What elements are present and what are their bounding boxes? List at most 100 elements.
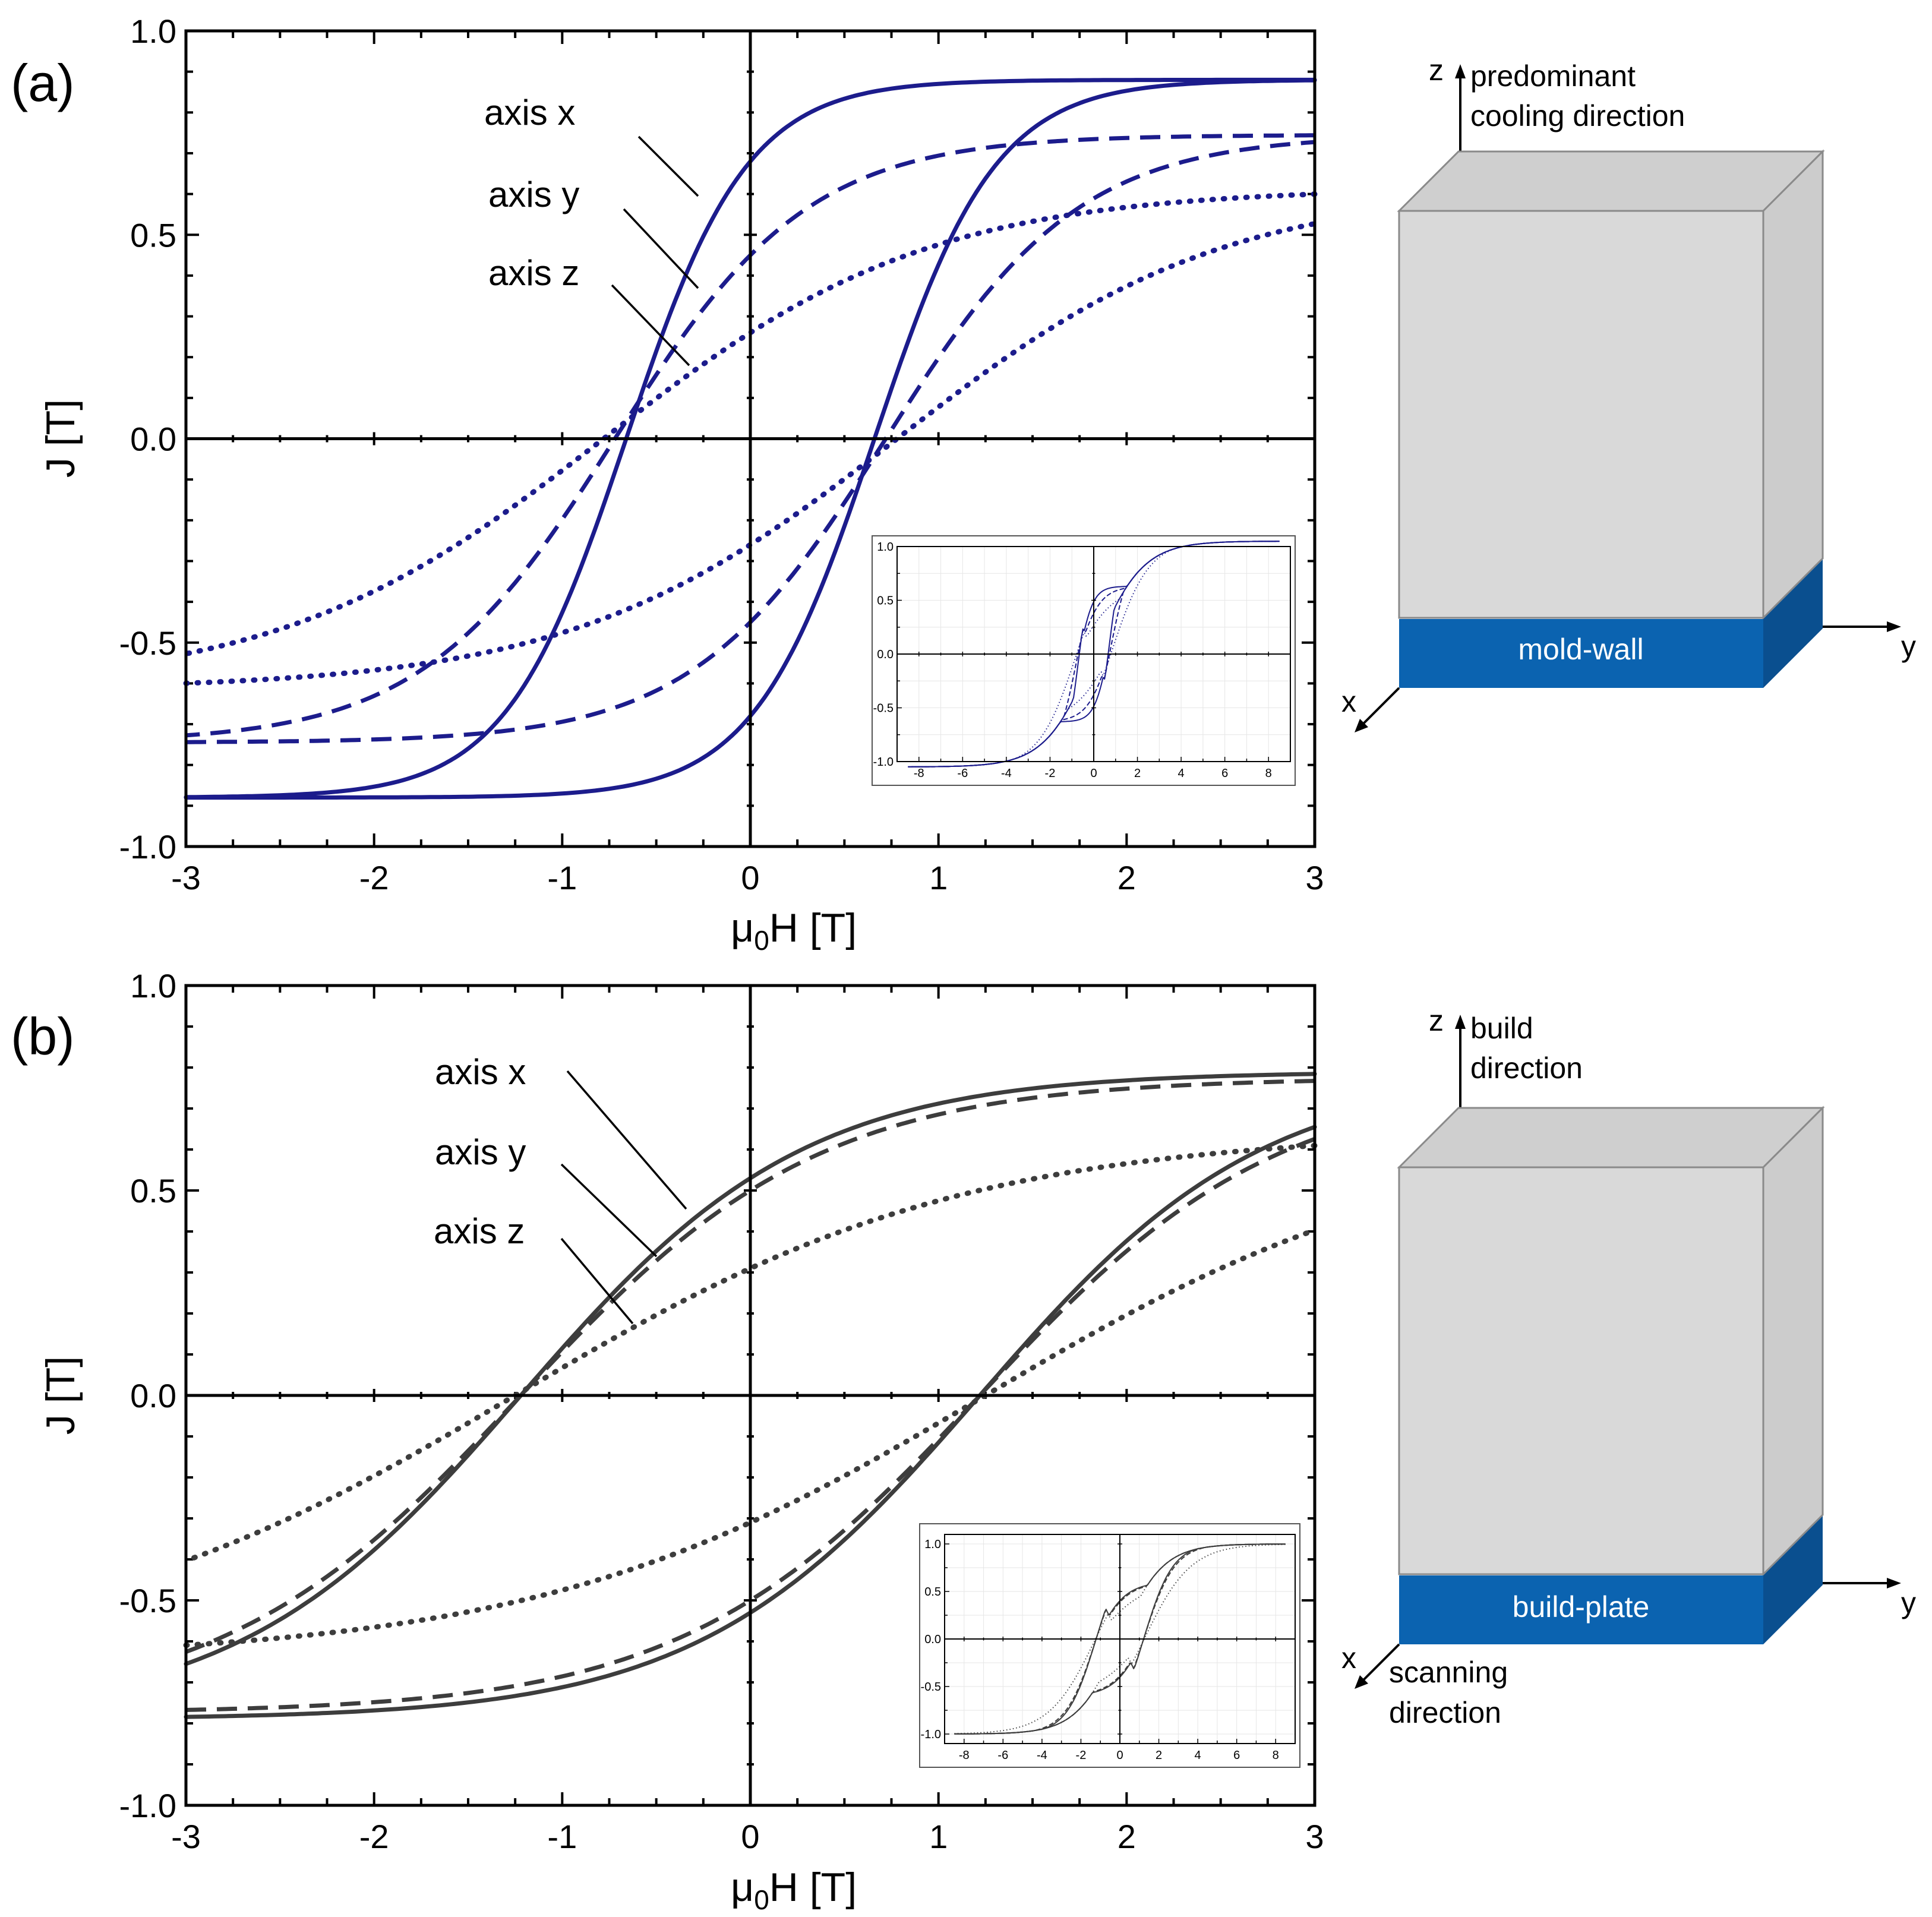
block-front-a xyxy=(1398,210,1764,619)
inset-series-axis-y-ascending xyxy=(954,1543,1286,1735)
x-label-b: x xyxy=(1341,1641,1356,1675)
schematic-b: z build direction build-plate y x scanni… xyxy=(1341,1004,1916,1729)
annot-axis-x-a: axis x xyxy=(484,93,575,132)
inset-y-tick-label: 0.5 xyxy=(924,1586,941,1599)
y-tick-label: 0.0 xyxy=(130,1377,176,1414)
y-tick-label: -1.0 xyxy=(119,828,177,866)
annot-axis-x-b: axis x xyxy=(435,1052,526,1092)
plate-side-b xyxy=(1763,1516,1823,1644)
inset-b-frame xyxy=(919,1523,1300,1768)
panel-a-tick-labels: -3 -2 -1 0 1 2 3 -1.0 -0.5 0.0 0.5 1.0 xyxy=(119,12,1324,896)
inset-x-tick-label: 4 xyxy=(1178,767,1185,780)
series-axis-y-descending xyxy=(185,1079,1315,1654)
z-label-a: z xyxy=(1429,53,1444,87)
x-arrowhead-a xyxy=(1355,719,1368,732)
leader-axis-y-a xyxy=(623,208,699,289)
inset-y-tick-label: -0.5 xyxy=(873,702,894,715)
x-tick-label: 3 xyxy=(1305,859,1324,896)
y-tick-label: 1.0 xyxy=(130,12,176,50)
inset-x-tick-label: 4 xyxy=(1195,1749,1201,1762)
x-label-a: x xyxy=(1341,685,1356,718)
inset-y-tick-label: 0.0 xyxy=(924,1633,941,1646)
y-axis-title-a: J [T] xyxy=(38,399,83,478)
inset-x-tick-label: -2 xyxy=(1045,767,1056,780)
x-tick-label: 2 xyxy=(1117,859,1136,896)
inset-y-tick-label: -0.5 xyxy=(921,1681,941,1694)
x-tick-label: -2 xyxy=(359,1818,389,1855)
z-arrowhead-a xyxy=(1455,64,1466,78)
x-tick-label: -1 xyxy=(547,1818,577,1855)
panel-label-a: (a) xyxy=(11,53,75,112)
x-tick-label: 1 xyxy=(929,859,948,896)
x-desc-line1-b: scanning xyxy=(1389,1656,1508,1689)
inset-a: -8 -6 -4 -2 0 2 4 6 8 -1.0 -0.5 0.0 0.5 1.0 xyxy=(872,535,1296,786)
z-label-b: z xyxy=(1429,1004,1444,1037)
x-tick-label: 0 xyxy=(741,1818,759,1855)
inset-y-tick-label: -1.0 xyxy=(921,1728,941,1741)
block-top-b xyxy=(1397,1107,1825,1168)
inset-x-tick-label: -6 xyxy=(997,1749,1008,1762)
x-axis-title-a: μ0H [T] xyxy=(731,905,857,956)
inset-x-tick-label: -6 xyxy=(957,767,968,780)
y-tick-label: 0.5 xyxy=(130,1172,176,1209)
inset-x-tick-label: 8 xyxy=(1273,1749,1279,1762)
x-tick-label: 2 xyxy=(1117,1818,1136,1855)
inset-y-tick-label: 1.0 xyxy=(877,541,894,554)
inset-series-axis-y-descending xyxy=(954,1543,1286,1735)
panel-b: (b) -3 -2 -1 0 1 2 3 -1.0 -0.5 0.0 0.5 1.0 axis x a… xyxy=(11,967,1324,1915)
y-tick-label: -0.5 xyxy=(119,624,177,662)
inset-series-axis-y-descending xyxy=(908,541,1280,768)
panel-a: (a) -3 -2 -1 0 1 2 3 -1.0 -0.5 0.0 0.5 1.0 axis x a… xyxy=(11,12,1324,956)
x-tick-label: -1 xyxy=(547,859,577,896)
inset-x-tick-label: -4 xyxy=(1001,767,1012,780)
x-tick-label: 0 xyxy=(741,859,759,896)
plate-label-b: build-plate xyxy=(1513,1590,1650,1624)
inset-x-tick-label: -8 xyxy=(914,767,924,780)
block-side-a xyxy=(1762,149,1824,620)
leader-axis-z-a xyxy=(611,284,690,367)
plate-front-a xyxy=(1399,619,1763,688)
inset-b: -8 -6 -4 -2 0 2 4 6 8 -1.0 -0.5 0.0 0.5 1.0 xyxy=(919,1523,1300,1768)
block-top-a xyxy=(1397,150,1825,212)
schematic-a: z predominant cooling direction mold-wal… xyxy=(1341,53,1916,732)
annot-axis-z-a: axis z xyxy=(488,253,579,293)
inset-y-tick-label: 1.0 xyxy=(924,1538,941,1551)
annot-axis-z-b: axis z xyxy=(434,1211,525,1251)
inset-x-tick-label: 2 xyxy=(1134,767,1141,780)
z-desc-line2-b: direction xyxy=(1470,1051,1583,1085)
y-label-b: y xyxy=(1901,1586,1916,1619)
panel-b-tick-labels: -3 -2 -1 0 1 2 3 -1.0 -0.5 0.0 0.5 1.0 xyxy=(119,967,1324,1855)
inset-y-tick-label: 0.5 xyxy=(877,595,894,608)
x-arrow-b xyxy=(1362,1643,1400,1681)
panel-b-plot-frame xyxy=(184,984,1317,1807)
inset-a-axes xyxy=(896,546,1291,762)
x-tick-label: -3 xyxy=(171,1818,201,1855)
leader-axis-x-b xyxy=(566,1070,687,1210)
plate-front-b xyxy=(1399,1575,1763,1644)
x-arrowhead-b xyxy=(1355,1675,1368,1689)
inset-b-axes xyxy=(944,1534,1296,1744)
inset-x-tick-label: -2 xyxy=(1076,1749,1087,1762)
inset-series-axis-y-ascending xyxy=(908,541,1280,768)
panel-a-plot-frame xyxy=(184,29,1317,848)
inset-x-tick-label: -8 xyxy=(959,1749,970,1762)
y-tick-label: 0.0 xyxy=(130,421,176,458)
inset-x-tick-label: 0 xyxy=(1116,1749,1123,1762)
inset-y-tick-label: 0.0 xyxy=(877,648,894,661)
z-desc-line1-b: build xyxy=(1470,1012,1533,1045)
block-front-b xyxy=(1398,1166,1764,1575)
z-desc-line1-a: predominant xyxy=(1470,59,1636,93)
annot-axis-y-b: axis y xyxy=(435,1132,526,1172)
x-tick-label: 1 xyxy=(929,1818,948,1855)
x-tick-label: -2 xyxy=(359,859,389,896)
leader-axis-y-b xyxy=(560,1163,658,1258)
leader-axis-x-a xyxy=(637,135,699,197)
inset-b-labels: -8 -6 -4 -2 0 2 4 6 8 -1.0 -0.5 0.0 0.5 1.0 xyxy=(921,1538,1279,1762)
inset-y-tick-label: -1.0 xyxy=(873,756,894,769)
inset-x-tick-label: -4 xyxy=(1037,1749,1047,1762)
y-arrowhead-b xyxy=(1887,1578,1901,1588)
inset-x-tick-label: 6 xyxy=(1221,767,1228,780)
y-label-a: y xyxy=(1901,630,1916,663)
leader-axis-z-b xyxy=(560,1237,634,1325)
